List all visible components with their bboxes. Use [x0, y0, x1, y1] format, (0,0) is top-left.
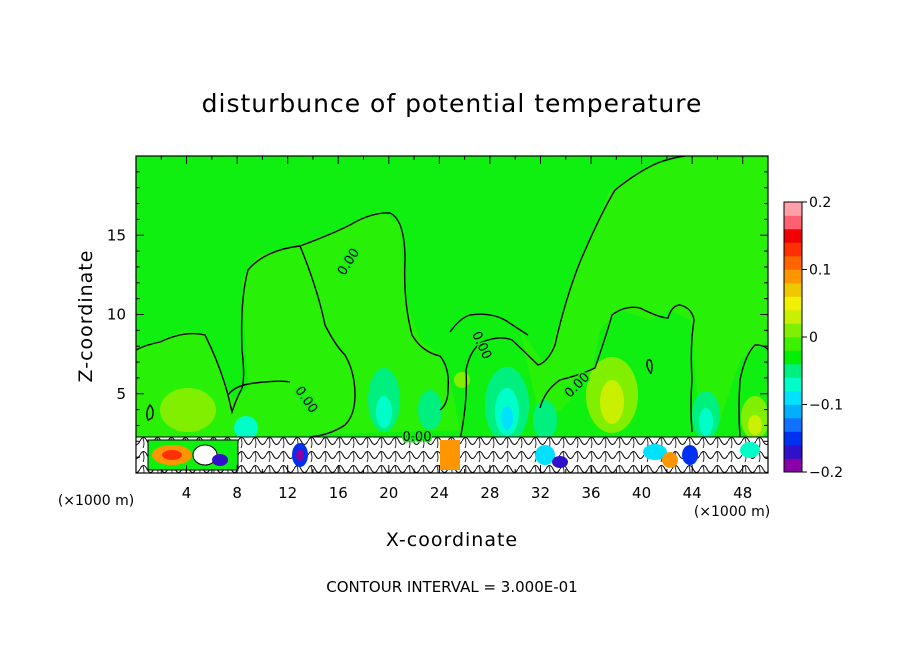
contour-line — [539, 304, 695, 433]
boundary-layer-band — [136, 436, 768, 473]
x-tick-label: 4 — [182, 484, 192, 502]
colorbar-swatch — [784, 296, 802, 311]
cold-anomaly — [234, 416, 258, 440]
plot-area: 0.00 0.00 0.00 0.00 0.00 — [136, 156, 768, 473]
contour-line — [136, 212, 450, 415]
band-patch — [552, 456, 568, 468]
colorbar — [783, 201, 803, 473]
band-patch — [296, 449, 304, 461]
band-patch — [662, 452, 678, 468]
colorbar-swatch — [784, 364, 802, 378]
band-patch — [162, 450, 182, 460]
colorbar-swatch — [784, 431, 802, 446]
y-axis: 5 10 15 — [107, 171, 768, 458]
colorbar-swatch — [784, 377, 802, 392]
y-tick-label: 15 — [107, 226, 126, 244]
contour-line — [299, 245, 356, 438]
colorbar-swatch — [784, 458, 802, 473]
x-tick-label: 20 — [379, 484, 398, 502]
contour-label: 0.00 — [403, 430, 432, 445]
band-patch — [440, 440, 460, 470]
colorbar-tick-label: 0 — [809, 330, 818, 346]
band-patch — [643, 444, 667, 460]
x-tick-label: 24 — [430, 484, 449, 502]
x-tick-label: 32 — [531, 484, 550, 502]
x-axis: 4 8 12 16 20 24 28 32 36 40 44 48 — [160, 156, 752, 502]
colorbar-swatch — [784, 242, 802, 257]
colorbar-swatch — [784, 350, 802, 365]
interior-region-2 — [520, 158, 768, 420]
contour-line — [459, 156, 686, 441]
x-axis-label: X-coordinate — [386, 529, 518, 551]
colorbar-swatch — [784, 202, 802, 216]
colorbar-swatch — [784, 215, 802, 230]
warm-anomaly — [454, 372, 470, 388]
x-tick-label: 28 — [480, 484, 499, 502]
band-patch — [682, 445, 698, 465]
colorbar-swatch — [784, 418, 802, 432]
x-tick-label: 44 — [683, 484, 702, 502]
colorbar-swatch — [784, 310, 802, 324]
y-tick-label: 5 — [116, 385, 126, 403]
x-tick-label: 40 — [632, 484, 651, 502]
x-unit-left: (×1000 m) — [58, 493, 134, 509]
cold-anomaly — [699, 408, 713, 436]
cold-anomaly — [376, 396, 392, 428]
colorbar-ticks: 0.2 0.1 0 −0.1 −0.2 — [802, 195, 843, 481]
cold-anomaly — [533, 400, 557, 440]
colorbar-tick-label: 0.1 — [809, 263, 831, 279]
colorbar-swatch — [784, 337, 802, 351]
warm-anomaly — [160, 388, 216, 432]
colorbar-tick-label: −0.2 — [809, 465, 843, 481]
x-unit-right: (×1000 m) — [694, 504, 770, 520]
x-tick-label: 36 — [581, 484, 600, 502]
x-tick-label: 12 — [278, 484, 297, 502]
contour-line — [146, 403, 154, 421]
contour-line — [227, 380, 291, 396]
colorbar-tick-label: 0.2 — [809, 195, 831, 211]
cold-anomaly — [418, 390, 442, 430]
band-patch — [535, 445, 555, 465]
contour-line — [449, 313, 529, 336]
warm-anomaly — [748, 415, 762, 435]
colorbar-swatch — [784, 391, 802, 405]
y-axis-label: Z-coordinate — [75, 250, 97, 383]
x-tick-label: 8 — [232, 484, 242, 502]
colorbar-swatch — [784, 229, 802, 243]
chart-title: disturbunce of potential temperature — [202, 89, 703, 118]
x-tick-label: 16 — [329, 484, 348, 502]
colorbar-swatch — [784, 256, 802, 270]
zero-contours — [136, 156, 768, 441]
colorbar-swatch — [784, 404, 802, 419]
colorbar-swatch — [784, 283, 802, 297]
colorbar-swatch — [784, 445, 802, 459]
y-tick-label: 10 — [107, 306, 126, 324]
colorbar-tick-label: −0.1 — [809, 398, 843, 414]
colorbar-swatch — [784, 269, 802, 284]
colorbar-swatch — [784, 323, 802, 338]
band-patch — [740, 442, 760, 458]
contour-line — [646, 358, 653, 375]
x-tick-label: 48 — [733, 484, 752, 502]
band-patch — [212, 454, 228, 466]
contour-line — [738, 344, 768, 438]
cold-anomaly — [501, 406, 513, 430]
contour-interval-note: CONTOUR INTERVAL = 3.000E-01 — [326, 578, 577, 596]
warm-anomaly — [600, 380, 624, 424]
